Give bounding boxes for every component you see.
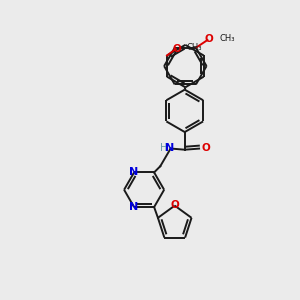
Text: O: O — [171, 200, 179, 210]
Text: N: N — [129, 167, 138, 177]
Text: O: O — [172, 44, 181, 54]
Text: O: O — [204, 34, 213, 44]
Text: O: O — [202, 143, 211, 153]
Text: N: N — [129, 202, 138, 212]
Text: N: N — [165, 143, 175, 153]
Text: CH₃: CH₃ — [220, 34, 235, 43]
Text: H: H — [160, 143, 167, 153]
Text: CH₃: CH₃ — [187, 43, 203, 52]
